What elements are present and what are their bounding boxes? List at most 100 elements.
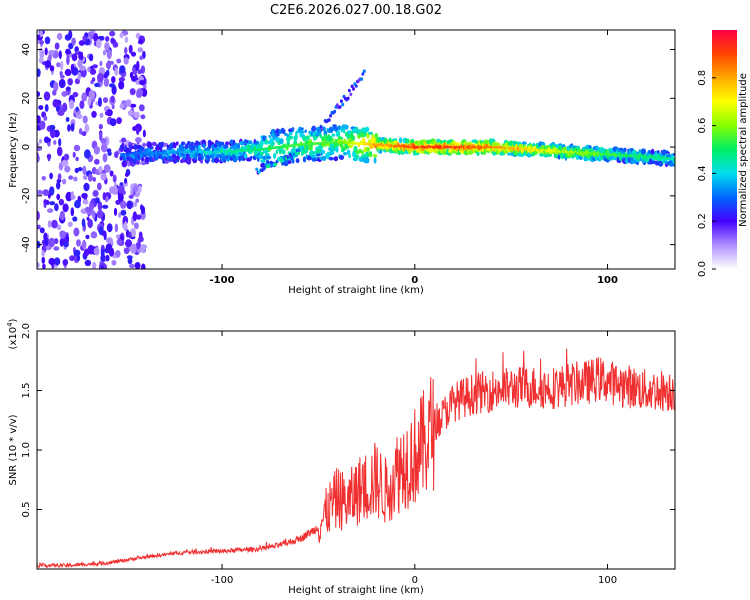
spectrogram-cell (53, 257, 61, 266)
spectrogram-cell (343, 124, 349, 130)
spectrogram-cell (102, 49, 107, 56)
spectrogram-y-tick-label: -20 (21, 188, 32, 204)
spectrogram-cell (112, 174, 117, 183)
spectrogram-cell (223, 144, 229, 149)
spectrogram-cell (52, 89, 57, 96)
spectrogram-cell (354, 84, 358, 88)
spectrogram-cell (62, 178, 67, 185)
spectrogram-cell (304, 129, 307, 133)
spectrogram-cell (141, 88, 148, 97)
spectrogram-cell (111, 260, 117, 266)
spectrogram-cell (74, 200, 81, 209)
spectrogram-cell (349, 92, 353, 97)
spectrogram-cell (57, 109, 65, 116)
spectrogram-cell (61, 159, 69, 167)
spectrogram-cell (507, 152, 512, 156)
spectrogram-cell (63, 241, 69, 248)
spectrogram-cell (102, 192, 107, 201)
spectrogram-cell (138, 185, 142, 193)
spectrogram-cell (62, 102, 68, 113)
spectrogram-cell (94, 197, 100, 204)
spectrogram-cell (117, 212, 122, 218)
spectrogram-cell (241, 146, 245, 150)
spectrogram-cell (41, 249, 45, 257)
spectrogram-cell (110, 95, 115, 103)
snr-y-tick-label: 1.5 (21, 383, 32, 399)
spectrogram-cell (356, 154, 360, 158)
spectrogram-cell (81, 131, 87, 137)
spectrogram-cell (136, 214, 142, 220)
spectrogram-cell (53, 238, 59, 245)
spectrogram-cell (132, 211, 138, 222)
spectrogram-cell (368, 152, 373, 158)
spectrogram-cell (140, 244, 146, 253)
spectrogram-cell (44, 60, 52, 68)
spectrogram-cell (119, 32, 124, 38)
spectrogram-cell (360, 77, 364, 81)
spectrogram-cell (42, 263, 46, 269)
spectrogram-cell (207, 158, 210, 163)
spectrogram-cell (299, 130, 305, 134)
spectrogram-cell (53, 246, 60, 251)
spectrogram-cell (139, 80, 146, 86)
spectrogram-y-tick-label: 40 (21, 43, 32, 56)
spectrogram-cell (175, 141, 179, 146)
spectrogram-cell (39, 138, 42, 144)
spectrogram-cell (115, 250, 121, 258)
spectrogram-cell (341, 102, 345, 107)
spectrogram-cell (109, 186, 116, 194)
spectrogram-cell (88, 53, 94, 62)
snr-multiplier-close: ) (8, 318, 19, 322)
spectrogram-cell (373, 154, 378, 158)
spectrogram-cell (47, 208, 54, 213)
spectrogram-cell (71, 53, 78, 62)
spectrogram-cell (263, 165, 267, 170)
spectrogram-cell (102, 97, 109, 103)
spectrogram-cell (658, 161, 663, 167)
spectrogram-cell (269, 137, 275, 142)
spectrogram-x-tick-label: 0 (411, 275, 418, 286)
spectrogram-cell (286, 140, 290, 146)
spectrogram-cell (123, 247, 130, 255)
spectrogram-cell (97, 72, 104, 83)
spectrogram-cell (58, 138, 62, 147)
spectrogram-cell (81, 218, 86, 228)
spectrogram-cell (116, 238, 123, 246)
spectrogram-cell (636, 151, 639, 155)
spectrogram-cell (137, 237, 142, 245)
spectrogram-cell (100, 254, 106, 262)
spectrogram-cell (87, 218, 93, 229)
spectrogram-cell (278, 129, 283, 134)
spectrogram-cell (39, 40, 44, 45)
spectrogram-cell (287, 159, 292, 165)
spectrogram-cell (211, 156, 215, 163)
spectrogram-cell (106, 61, 111, 69)
spectrogram-cell (77, 167, 83, 172)
spectrogram-cell (121, 137, 127, 143)
spectrogram-cell (268, 134, 272, 139)
spectrogram-cell (555, 144, 559, 148)
spectrogram-cell (190, 141, 194, 146)
spectrogram-cell (105, 254, 110, 262)
spectrogram-cell (128, 231, 132, 239)
spectrogram-cell (37, 115, 41, 124)
spectrogram-cell (48, 50, 55, 55)
spectrogram-cell (139, 55, 144, 60)
spectrogram-cell (295, 158, 300, 164)
spectrogram-cell (56, 62, 61, 68)
spectrogram-cell (291, 158, 295, 164)
snr-multiplier: (x104) (6, 318, 19, 349)
snr-multiplier-base: (x10 (8, 327, 19, 350)
spectrogram-cell (68, 99, 75, 110)
spectrogram-cell (66, 55, 70, 66)
spectrogram-cell (136, 60, 140, 71)
spectrogram-cell (98, 165, 103, 173)
spectrogram-cell (118, 80, 125, 90)
spectrogram-cell (284, 133, 288, 136)
spectrogram-cell (315, 152, 321, 157)
spectrogram-cell (91, 77, 96, 82)
spectrogram-cell (271, 141, 275, 146)
spectrogram-cell (232, 157, 238, 163)
spectrogram-cell (136, 127, 140, 135)
spectrogram-cell (360, 157, 365, 162)
